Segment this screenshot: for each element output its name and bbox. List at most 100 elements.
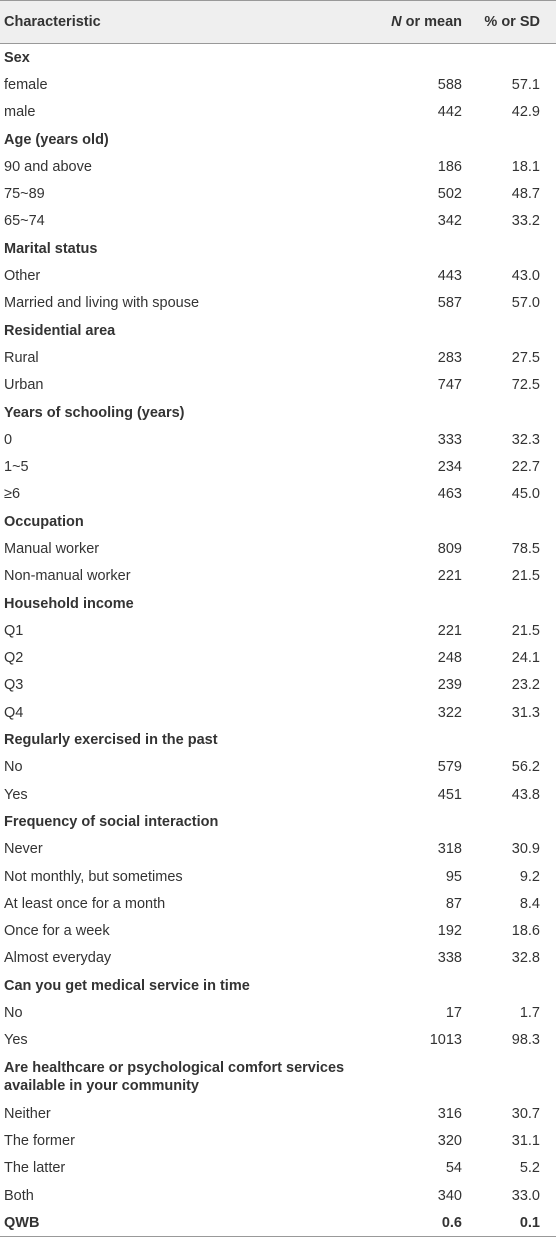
section-title: Age (years old) <box>4 131 109 148</box>
pct-cell: 57.1 <box>511 76 540 93</box>
row-label: Non-manual worker <box>4 568 131 585</box>
pct-cell: 72.5 <box>511 377 540 394</box>
header-cell: % or SD <box>478 0 556 44</box>
row-label: Yes <box>4 786 28 803</box>
empty-cell <box>478 235 556 262</box>
section-row: Frequency of social interaction <box>0 808 556 835</box>
n-cell: 248 <box>437 650 462 667</box>
row-label: At least once for a month <box>4 895 166 912</box>
pct-cell: 43.8 <box>511 786 540 803</box>
section-title: Household income <box>4 595 134 612</box>
empty-cell <box>478 399 556 426</box>
row-label: No <box>4 1005 23 1022</box>
section-row: Marital status <box>0 235 556 262</box>
n-cell: 747 <box>437 377 462 394</box>
n-cell: 95 <box>445 868 462 885</box>
section-title: Residential area <box>4 322 116 339</box>
empty-cell <box>478 726 556 753</box>
row-label: 90 and above <box>4 158 92 175</box>
empty-cell <box>478 508 556 535</box>
pct-cell: 27.5 <box>511 349 540 366</box>
pct-cell: 18.6 <box>511 923 540 940</box>
n-cell: 221 <box>437 568 462 585</box>
section-row: Residential area <box>0 317 556 344</box>
row-label: No <box>4 759 23 776</box>
empty-cell <box>368 44 478 72</box>
empty-cell <box>368 972 478 999</box>
header-cell: N or mean <box>368 0 478 44</box>
n-cell: 809 <box>437 540 462 557</box>
row-label: Q4 <box>4 704 24 721</box>
section-title: Occupation <box>4 513 84 530</box>
n-cell: 1013 <box>429 1032 462 1049</box>
n-cell: 316 <box>437 1105 462 1122</box>
row-label: Both <box>4 1187 34 1204</box>
data-row: Urban 747 72.5 <box>0 372 556 399</box>
n-cell: 0.6 <box>441 1214 462 1231</box>
data-row: Manual worker 809 78.5 <box>0 535 556 562</box>
summary-title: QWB <box>4 1214 40 1231</box>
data-row: Q1 221 21.5 <box>0 617 556 644</box>
section-title: Can you get medical service in time <box>4 977 250 994</box>
pct-cell: 42.9 <box>511 104 540 121</box>
row-label: Q1 <box>4 622 24 639</box>
pct-cell: 31.3 <box>511 704 540 721</box>
section-row: Years of schooling (years) <box>0 399 556 426</box>
pct-cell: 78.5 <box>511 540 540 557</box>
empty-cell <box>368 126 478 153</box>
n-cell: 239 <box>437 677 462 694</box>
empty-cell <box>368 726 478 753</box>
row-label: Manual worker <box>4 540 100 557</box>
data-row: male 442 42.9 <box>0 99 556 126</box>
data-row: Q3 239 23.2 <box>0 672 556 699</box>
row-label: Q3 <box>4 677 24 694</box>
n-cell: 502 <box>437 186 462 203</box>
pct-cell: 56.2 <box>511 759 540 776</box>
data-row: 65~74 342 33.2 <box>0 208 556 235</box>
row-label: 65~74 <box>4 213 45 230</box>
row-label: Other <box>4 268 41 285</box>
empty-cell <box>368 508 478 535</box>
pct-cell: 22.7 <box>511 459 540 476</box>
pct-cell: 45.0 <box>511 486 540 503</box>
empty-cell <box>368 808 478 835</box>
section-title: Sex <box>4 49 30 66</box>
pct-cell: 30.7 <box>511 1105 540 1122</box>
data-row: Not monthly, but sometimes 95 9.2 <box>0 863 556 890</box>
section-row: Age (years old) <box>0 126 556 153</box>
empty-cell <box>478 590 556 617</box>
table-body: Sex female 588 57.1 male 442 42.9 Age (years ol… <box>0 44 556 1237</box>
data-row: Neither 316 30.7 <box>0 1100 556 1127</box>
pct-cell: 48.7 <box>511 186 540 203</box>
section-title: Are healthcare or psychological comfort … <box>4 1059 345 1094</box>
section-row: Are healthcare or psychological comfort … <box>0 1054 556 1100</box>
n-cell: 17 <box>445 1005 462 1022</box>
pct-cell: 21.5 <box>511 568 540 585</box>
n-cell: 442 <box>437 104 462 121</box>
data-row: Rural 283 27.5 <box>0 344 556 371</box>
empty-cell <box>478 126 556 153</box>
row-label: 75~89 <box>4 186 45 203</box>
row-label: Almost everyday <box>4 950 112 967</box>
row-label: The former <box>4 1132 75 1149</box>
data-row: ≥6 463 45.0 <box>0 481 556 508</box>
data-row: 1~5 234 22.7 <box>0 453 556 480</box>
row-label: Rural <box>4 349 39 366</box>
n-cell: 338 <box>437 950 462 967</box>
data-row: The latter 54 5.2 <box>0 1155 556 1182</box>
row-label: Not monthly, but sometimes <box>4 868 183 885</box>
pct-cell: 18.1 <box>511 158 540 175</box>
row-label: 0 <box>4 431 13 448</box>
n-cell: 186 <box>437 158 462 175</box>
data-row: 90 and above 186 18.1 <box>0 153 556 180</box>
data-row: No 579 56.2 <box>0 754 556 781</box>
pct-cell: 33.2 <box>511 213 540 230</box>
pct-cell: 32.3 <box>511 431 540 448</box>
pct-cell: 98.3 <box>511 1032 540 1049</box>
row-label: Urban <box>4 377 44 394</box>
row-label: Once for a week <box>4 923 110 940</box>
row-label: female <box>4 76 48 93</box>
pct-cell: 57.0 <box>511 295 540 312</box>
n-cell: 322 <box>437 704 462 721</box>
data-row: No 17 1.7 <box>0 999 556 1026</box>
